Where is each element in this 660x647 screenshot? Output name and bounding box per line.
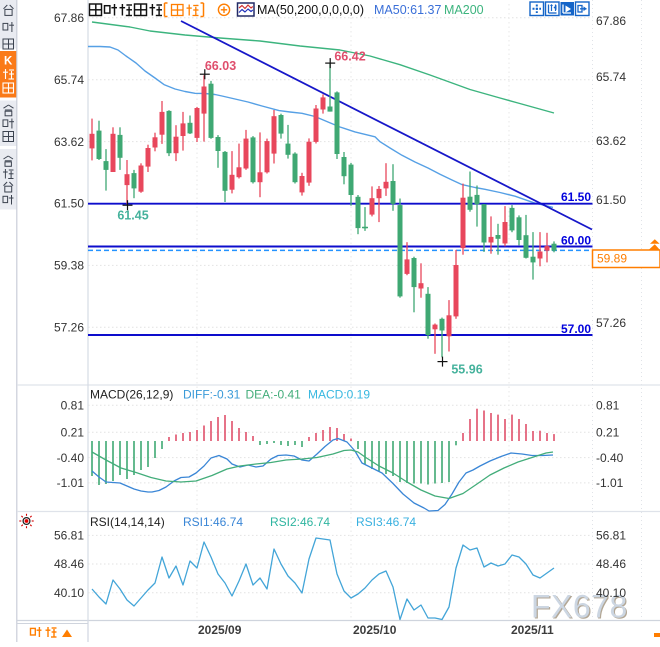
- svg-text:2025/10: 2025/10: [353, 623, 397, 637]
- svg-text:61.50: 61.50: [561, 190, 591, 204]
- svg-text:60.00: 60.00: [561, 234, 591, 248]
- svg-text:65.74: 65.74: [54, 73, 84, 87]
- svg-text:0.81: 0.81: [61, 399, 85, 413]
- svg-text:48.46: 48.46: [596, 557, 626, 571]
- svg-text:40.10: 40.10: [54, 586, 84, 600]
- svg-text:RSI2:46.74: RSI2:46.74: [270, 515, 330, 529]
- svg-text:59.38: 59.38: [54, 259, 84, 273]
- svg-text:66.42: 66.42: [334, 50, 365, 64]
- svg-text:57.26: 57.26: [596, 316, 626, 330]
- svg-text:63.62: 63.62: [596, 134, 626, 148]
- svg-text:MACD:0.19: MACD:0.19: [308, 388, 370, 402]
- svg-text:61.50: 61.50: [54, 197, 84, 211]
- svg-text:67.86: 67.86: [54, 11, 84, 25]
- svg-text:-0.40: -0.40: [596, 451, 624, 465]
- svg-text:RSI3:46.74: RSI3:46.74: [356, 515, 416, 529]
- svg-text:MA200: MA200: [444, 3, 484, 17]
- svg-text:DEA:-0.41: DEA:-0.41: [246, 388, 302, 402]
- svg-text:67.86: 67.86: [596, 14, 626, 28]
- svg-text:63.62: 63.62: [54, 135, 84, 149]
- svg-text:K: K: [4, 56, 13, 68]
- svg-text:61.45: 61.45: [117, 209, 148, 223]
- svg-text:59.89: 59.89: [597, 252, 627, 266]
- svg-text:2025/09: 2025/09: [198, 623, 242, 637]
- svg-text:57.26: 57.26: [54, 321, 84, 335]
- svg-text:MA50:61.37: MA50:61.37: [374, 3, 441, 17]
- svg-text:55.96: 55.96: [451, 363, 482, 377]
- svg-text:66.03: 66.03: [205, 59, 236, 73]
- svg-text:56.81: 56.81: [596, 529, 626, 543]
- svg-text:0.81: 0.81: [596, 399, 620, 413]
- svg-text:2025/11: 2025/11: [511, 623, 554, 637]
- svg-text:56.81: 56.81: [54, 529, 84, 543]
- svg-text:DIFF:-0.31: DIFF:-0.31: [183, 388, 241, 402]
- svg-text:61.50: 61.50: [596, 193, 626, 207]
- svg-text:57.00: 57.00: [561, 322, 591, 336]
- svg-text:0.21: 0.21: [596, 425, 620, 439]
- svg-text:RSI(14,14,14): RSI(14,14,14): [90, 515, 165, 529]
- svg-text:-1.01: -1.01: [596, 476, 624, 490]
- svg-text:40.10: 40.10: [596, 586, 626, 600]
- svg-text:0.21: 0.21: [61, 425, 85, 439]
- svg-text:-0.40: -0.40: [57, 451, 85, 465]
- svg-text:MACD(26,12,9): MACD(26,12,9): [90, 388, 173, 402]
- svg-text:65.74: 65.74: [596, 70, 626, 84]
- svg-text:-1.01: -1.01: [57, 476, 85, 490]
- svg-text:MA(50,200,0,0,0,0): MA(50,200,0,0,0,0): [257, 3, 364, 17]
- svg-text:RSI1:46.74: RSI1:46.74: [183, 515, 243, 529]
- svg-text:48.46: 48.46: [54, 557, 84, 571]
